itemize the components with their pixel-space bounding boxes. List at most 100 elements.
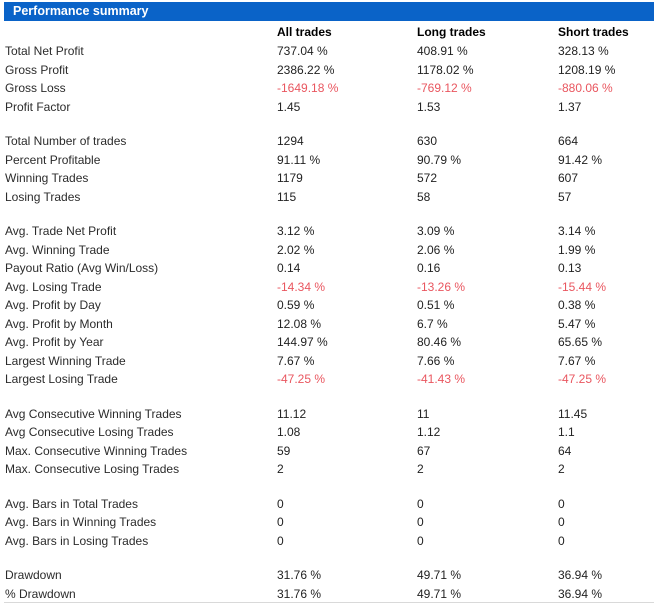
table-row: Avg Consecutive Winning Trades 11.12 11 11.… (0, 405, 654, 424)
metric-value: 6.7 % (417, 316, 448, 331)
metric-label: Avg. Winning Trade (5, 242, 110, 257)
metric-value: 64 (558, 443, 572, 458)
metric-value: 1294 (277, 134, 304, 148)
metric-value: 91.42 % (558, 152, 603, 167)
metric-value: 7.67 % (558, 353, 596, 368)
metric-value: 11.12 (277, 406, 307, 421)
metric-label: Gross Profit (5, 62, 69, 77)
metric-value: 11.45 (558, 406, 588, 421)
metric-value: 0 (417, 496, 424, 511)
metric-value: 144.97 % (277, 335, 328, 349)
table-row: Largest Winning Trade 7.67 % 7.66 % 7.67 % (0, 352, 654, 371)
table-row: Profit Factor 1.45 1.53 1.37 (0, 98, 654, 117)
column-header-empty (0, 23, 277, 42)
row-gap (0, 479, 654, 495)
metric-value: 664 (558, 134, 579, 148)
metric-label: Max. Consecutive Losing Trades (5, 462, 180, 476)
metric-value: 0.38 % (558, 298, 596, 312)
metric-value: 737.04 % (277, 44, 328, 58)
metric-value: 1178.02 % (417, 62, 474, 77)
metric-value: -769.12 % (417, 81, 472, 95)
table-row: % Drawdown 31.76 % 49.71 % 36.94 % (0, 585, 654, 604)
metric-value: 7.67 % (277, 353, 315, 368)
metric-value: 2386.22 % (277, 62, 335, 77)
metric-value: 31.76 % (277, 586, 322, 601)
metric-label: Avg Consecutive Winning Trades (5, 406, 182, 421)
metric-label: Avg. Profit by Year (5, 335, 104, 349)
metric-value: -47.25 % (277, 372, 326, 386)
metric-value: 1.53 (417, 99, 441, 114)
metric-value: 58 (417, 189, 431, 204)
metric-value: 80.46 % (417, 335, 462, 349)
metric-value: 0.14 (277, 261, 301, 275)
metric-value: 2 (558, 462, 565, 476)
metric-value: 2 (277, 462, 284, 476)
table-row: Avg. Profit by Day 0.59 % 0.51 % 0.38 % (0, 296, 654, 315)
table-row: Avg. Trade Net Profit 3.12 % 3.09 % 3.14 % (0, 222, 654, 241)
panel-title: Performance summary (13, 4, 149, 18)
metric-value: -14.34 % (277, 279, 326, 294)
metric-value: 59 (277, 443, 291, 458)
table-row: Percent Profitable 91.11 % 90.79 % 91.42 % (0, 151, 654, 170)
metric-label: Winning Trades (5, 171, 89, 185)
metric-label: Losing Trades (5, 189, 81, 204)
metric-value: 0 (558, 496, 565, 511)
metric-value: 3.09 % (417, 224, 455, 238)
table-row: Drawdown 31.76 % 49.71 % 36.94 % (0, 566, 654, 585)
metric-value: 36.94 % (558, 586, 603, 601)
column-header-short-trades: Short trades (558, 25, 629, 39)
metric-label: Avg. Trade Net Profit (5, 224, 117, 238)
metric-value: 630 (417, 134, 438, 148)
metric-value: 57 (558, 189, 572, 204)
metric-label: Avg Consecutive Losing Trades (5, 425, 174, 439)
metric-value: 1.1 (558, 425, 575, 439)
metric-value: 0 (277, 496, 284, 511)
table-row: Avg. Winning Trade 2.02 % 2.06 % 1.99 % (0, 241, 654, 260)
row-gap (0, 116, 654, 132)
metric-value: -41.43 % (417, 372, 466, 386)
table-row: Avg. Bars in Total Trades 0 0 0 (0, 495, 654, 514)
metric-value: 328.13 % (558, 44, 609, 58)
metric-label: Payout Ratio (Avg Win/Loss) (5, 261, 159, 275)
summary-table-body: Total Net Profit 737.04 % 408.91 % 328.13 %… (0, 42, 654, 603)
metric-value: 572 (417, 171, 438, 185)
metric-value: 1.45 (277, 99, 301, 114)
metric-label: Gross Loss (5, 81, 66, 95)
metric-value: 91.11 % (277, 152, 321, 167)
metric-value: 36.94 % (558, 568, 603, 582)
metric-value: 408.91 % (417, 44, 468, 58)
table-row: Total Net Profit 737.04 % 408.91 % 328.13 % (0, 42, 654, 61)
metric-value: 3.14 % (558, 224, 596, 238)
metric-value: 0 (277, 515, 284, 529)
metric-label: Total Number of trades (5, 134, 127, 148)
metric-value: -1649.18 % (277, 81, 339, 95)
metric-label: Largest Winning Trade (5, 353, 126, 368)
metric-value: 0.51 % (417, 298, 455, 312)
table-row: Avg. Profit by Month 12.08 % 6.7 % 5.47 % (0, 315, 654, 334)
table-row: Largest Losing Trade -47.25 % -41.43 % -47.… (0, 370, 654, 389)
column-header-row: All trades Long trades Short trades (0, 23, 654, 42)
metric-value: -13.26 % (417, 279, 466, 294)
metric-value: 0.13 (558, 261, 582, 275)
metric-label: Avg. Bars in Total Trades (5, 496, 138, 511)
metric-value: 3.12 % (277, 224, 315, 238)
metric-value: 0.16 (417, 261, 441, 275)
table-row: Avg. Bars in Winning Trades 0 0 0 (0, 513, 654, 532)
metric-value: 2.06 % (417, 242, 455, 257)
metric-value: 5.47 % (558, 316, 596, 331)
metric-value: 1.37 (558, 99, 582, 114)
table-row: Winning Trades 1179 572 607 (0, 169, 654, 188)
metric-value: 90.79 % (417, 152, 462, 167)
metric-value: 12.08 % (277, 316, 322, 331)
metric-value: 115 (277, 189, 297, 204)
metric-value: 49.71 % (417, 586, 462, 601)
metric-value: 1179 (277, 171, 303, 185)
metric-label: Avg. Profit by Month (5, 316, 113, 331)
metric-value: 607 (558, 171, 579, 185)
bottom-divider (4, 602, 654, 603)
table-row: Avg. Bars in Losing Trades 0 0 0 (0, 532, 654, 551)
metric-value: 0 (558, 515, 565, 529)
metric-value: 0 (277, 533, 284, 548)
metric-value: -47.25 % (558, 372, 607, 386)
metric-value: 1208.19 % (558, 62, 616, 77)
